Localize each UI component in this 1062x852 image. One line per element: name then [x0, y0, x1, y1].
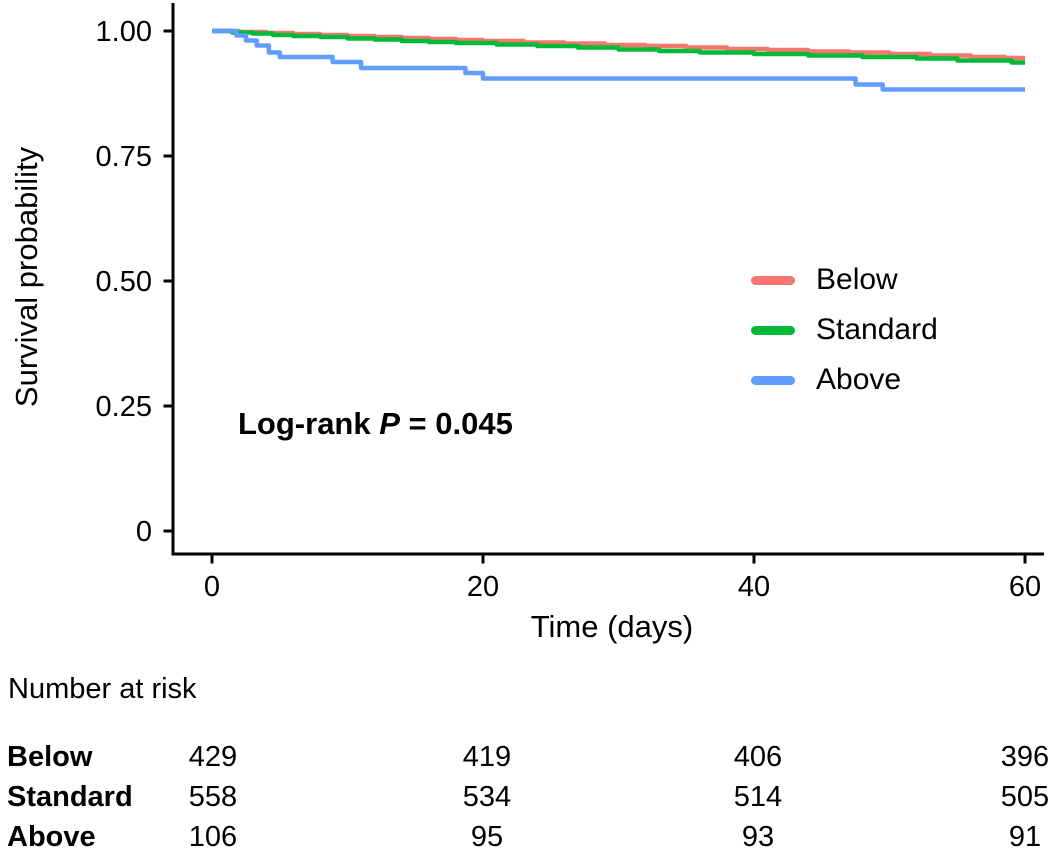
logrank-p-symbol: P — [379, 406, 400, 441]
risk-row-standard: Standard 558 534 514 505 — [0, 777, 1062, 817]
y-tick-label: 0.50 — [96, 266, 152, 298]
legend-swatch-below-icon — [751, 275, 795, 285]
risk-count: 91 — [1008, 821, 1042, 852]
legend-label-above: Above — [816, 363, 902, 396]
risk-count: 106 — [188, 821, 238, 852]
x-tick-label: 0 — [204, 571, 220, 603]
risk-count: 93 — [741, 821, 775, 852]
y-tick-label: 0.75 — [96, 141, 152, 173]
risk-count: 95 — [470, 821, 504, 852]
risk-table-title: Number at risk — [8, 673, 197, 705]
risk-row-label: Below — [7, 741, 93, 773]
legend-item-below: Below — [751, 262, 938, 298]
x-axis-title: Time (days) — [530, 609, 694, 644]
logrank-prefix: Log-rank — [238, 406, 380, 441]
logrank-annotation: Log-rank P = 0.045 — [238, 406, 513, 442]
risk-count: 505 — [1000, 781, 1050, 813]
risk-row-label: Above — [7, 821, 96, 852]
risk-count: 396 — [1000, 741, 1050, 773]
km-curve-standard — [212, 28, 1025, 65]
legend-label-standard: Standard — [816, 313, 938, 346]
y-tick-label: 0.25 — [96, 391, 152, 423]
legend-item-standard: Standard — [751, 312, 938, 348]
legend-swatch-standard-icon — [751, 325, 795, 335]
x-tick-label: 40 — [738, 571, 770, 603]
risk-count: 534 — [462, 781, 512, 813]
risk-count: 514 — [733, 781, 783, 813]
logrank-value: = 0.045 — [399, 406, 513, 441]
legend-item-above: Above — [751, 362, 938, 398]
risk-count: 419 — [462, 741, 512, 773]
km-curve-above — [212, 28, 1025, 92]
x-tick-label: 60 — [1009, 571, 1041, 603]
risk-row-below: Below 429 419 406 396 — [0, 737, 1062, 777]
legend-label-below: Below — [816, 263, 898, 296]
y-tick-label: 0 — [136, 516, 152, 548]
risk-row-label: Standard — [7, 781, 133, 813]
risk-row-above: Above 106 95 93 91 — [0, 817, 1062, 852]
x-tick-label: 20 — [467, 571, 499, 603]
legend-swatch-above-icon — [751, 375, 795, 385]
risk-count: 558 — [188, 781, 238, 813]
y-tick-label: 1.00 — [96, 16, 152, 48]
y-axis-title: Survival probability — [9, 146, 44, 408]
legend: Below Standard Above — [751, 262, 938, 398]
plot-canvas: 1.00 0.75 0.50 0.25 0 0 20 40 60 — [96, 3, 1044, 603]
risk-count: 429 — [188, 741, 238, 773]
risk-count: 406 — [733, 741, 783, 773]
